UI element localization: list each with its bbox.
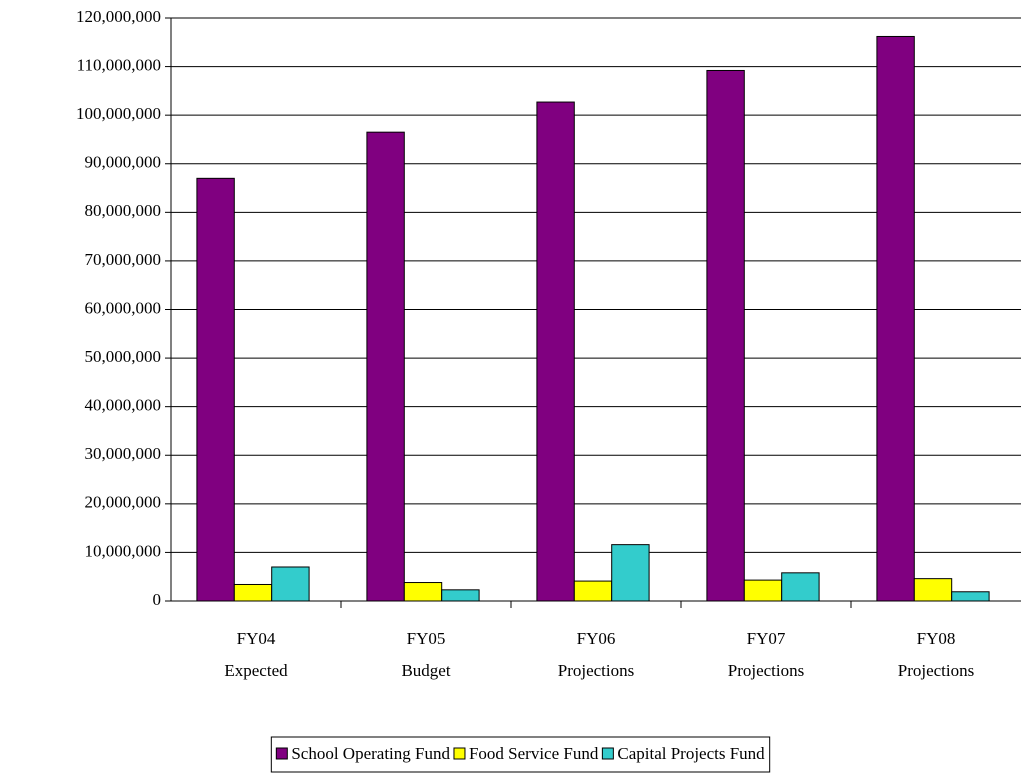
y-tick-label: 100,000,000 — [76, 104, 161, 123]
x-tick-label: Projections — [728, 661, 805, 680]
bar — [781, 572, 820, 602]
x-tick-label: Expected — [224, 661, 288, 680]
bar — [951, 591, 990, 602]
y-tick-label: 110,000,000 — [77, 55, 161, 74]
bar — [441, 589, 480, 602]
legend: School Operating Fund Food Service Fund Ca… — [270, 736, 771, 773]
y-tick-label: 20,000,000 — [85, 493, 162, 512]
legend-swatch — [275, 747, 288, 760]
x-tick-label: FY06 — [577, 629, 616, 648]
y-tick-label: 70,000,000 — [85, 250, 162, 269]
y-tick-label: 120,000,000 — [76, 7, 161, 26]
bar — [573, 580, 613, 602]
bar — [611, 544, 650, 602]
y-tick-label: 50,000,000 — [85, 347, 162, 366]
x-tick-label: Projections — [558, 661, 635, 680]
x-tick-label: FY04 — [237, 629, 276, 648]
y-tick-label: 40,000,000 — [85, 396, 162, 415]
bar — [743, 579, 783, 602]
x-tick-label: Budget — [401, 661, 450, 680]
bar — [271, 566, 310, 602]
bar — [196, 177, 235, 602]
y-tick-label: 60,000,000 — [85, 298, 162, 317]
y-tick-label: 90,000,000 — [85, 153, 162, 172]
legend-label: Food Service Fund — [469, 744, 599, 763]
bar — [366, 131, 405, 602]
x-tick-label: FY07 — [747, 629, 786, 648]
bar — [706, 69, 745, 602]
legend-box — [270, 736, 771, 773]
x-tick-label: FY05 — [407, 629, 446, 648]
legend-label: Capital Projects Fund — [617, 744, 765, 763]
y-tick-label: 30,000,000 — [85, 444, 162, 463]
bar — [536, 101, 575, 602]
y-tick-label: 0 — [153, 590, 162, 609]
legend-swatch — [453, 747, 466, 760]
x-tick-label: Projections — [898, 661, 975, 680]
legend-swatch — [601, 747, 614, 760]
bar — [403, 582, 443, 602]
bar — [876, 35, 915, 602]
bar — [913, 578, 953, 602]
bar — [233, 583, 273, 602]
x-tick-label: FY08 — [917, 629, 956, 648]
y-tick-label: 10,000,000 — [85, 541, 162, 560]
legend-label: School Operating Fund — [291, 744, 450, 763]
y-tick-label: 80,000,000 — [85, 201, 162, 220]
